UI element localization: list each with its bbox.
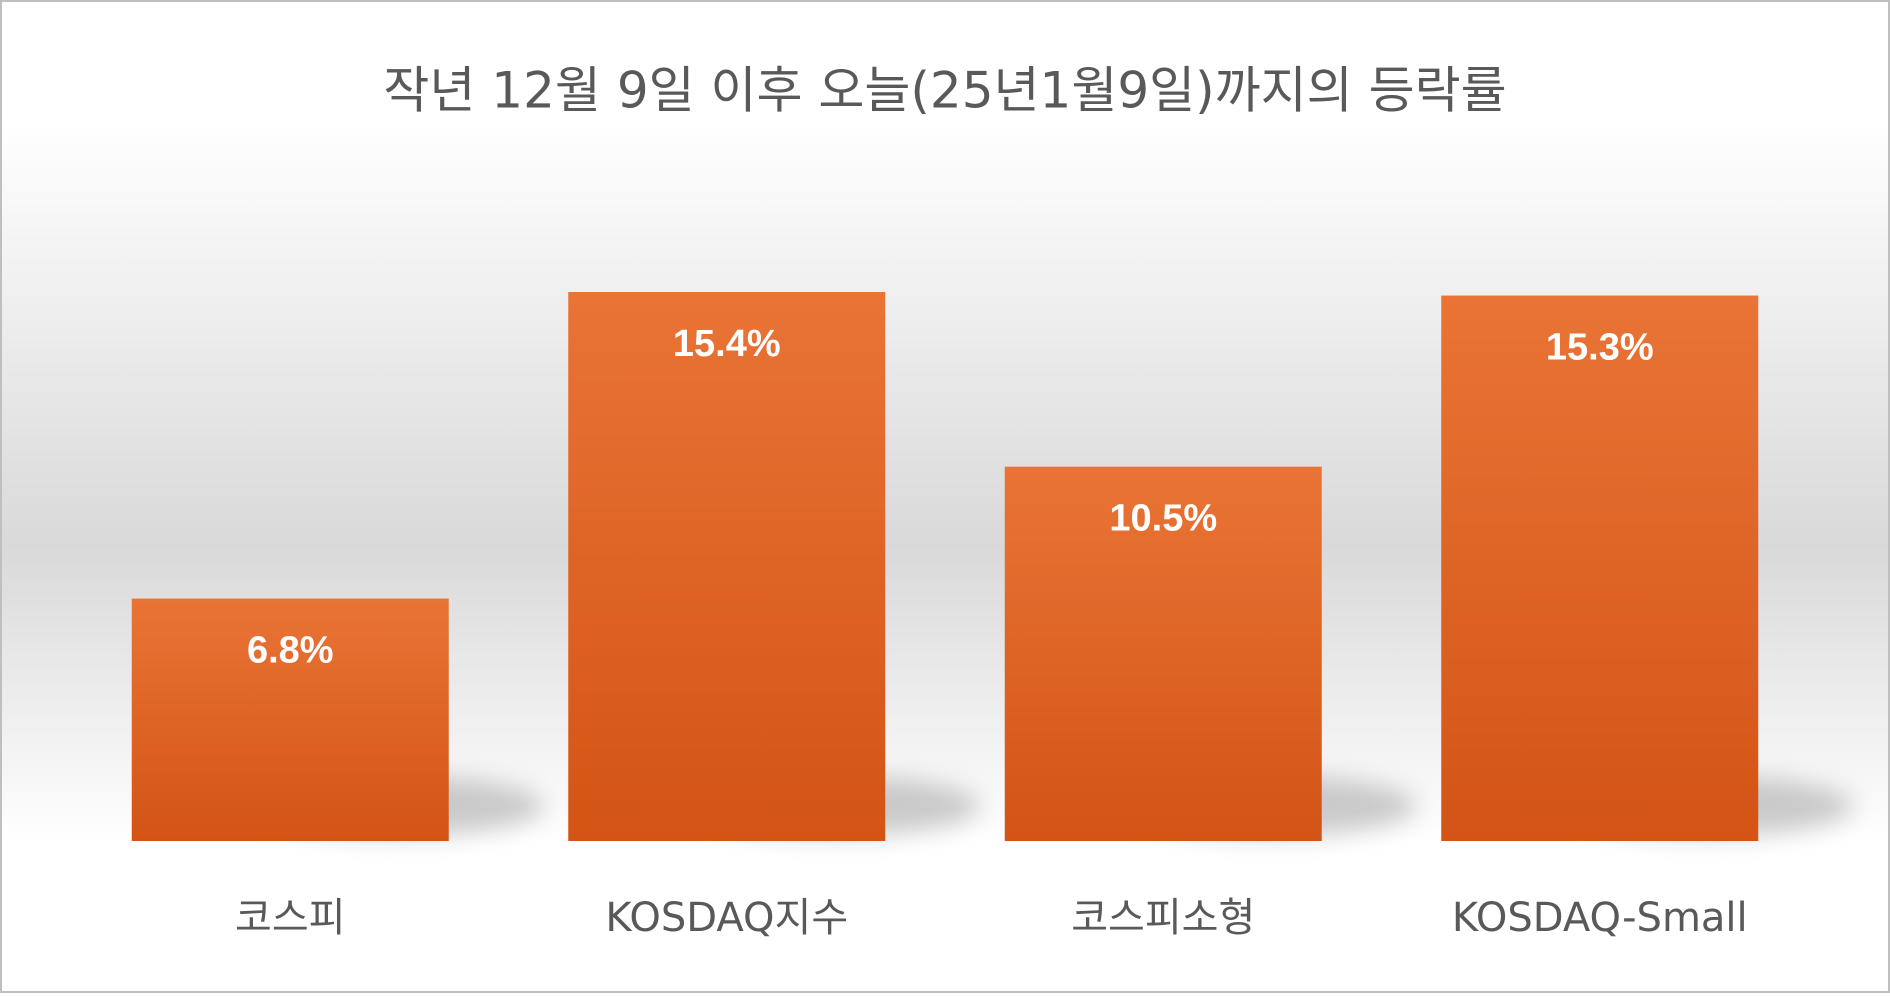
- value-label: 6.8%: [247, 630, 334, 672]
- x-tick-label: KOSDAQ-Small: [1452, 895, 1748, 941]
- x-tick-label: 코스피: [235, 895, 345, 941]
- value-label: 15.4%: [673, 323, 781, 365]
- x-tick-label: KOSDAQ지수: [605, 895, 848, 941]
- value-label: 10.5%: [1109, 498, 1217, 540]
- bar: [1004, 466, 1322, 841]
- value-label: 15.3%: [1546, 327, 1654, 369]
- bar: [568, 292, 886, 841]
- bar: [131, 598, 449, 841]
- x-tick-label: 코스피소형: [1071, 895, 1255, 941]
- bar: [1441, 295, 1759, 841]
- chart-title: 작년 12월 9일 이후 오늘(25년1월9일)까지의 등락률: [383, 62, 1506, 120]
